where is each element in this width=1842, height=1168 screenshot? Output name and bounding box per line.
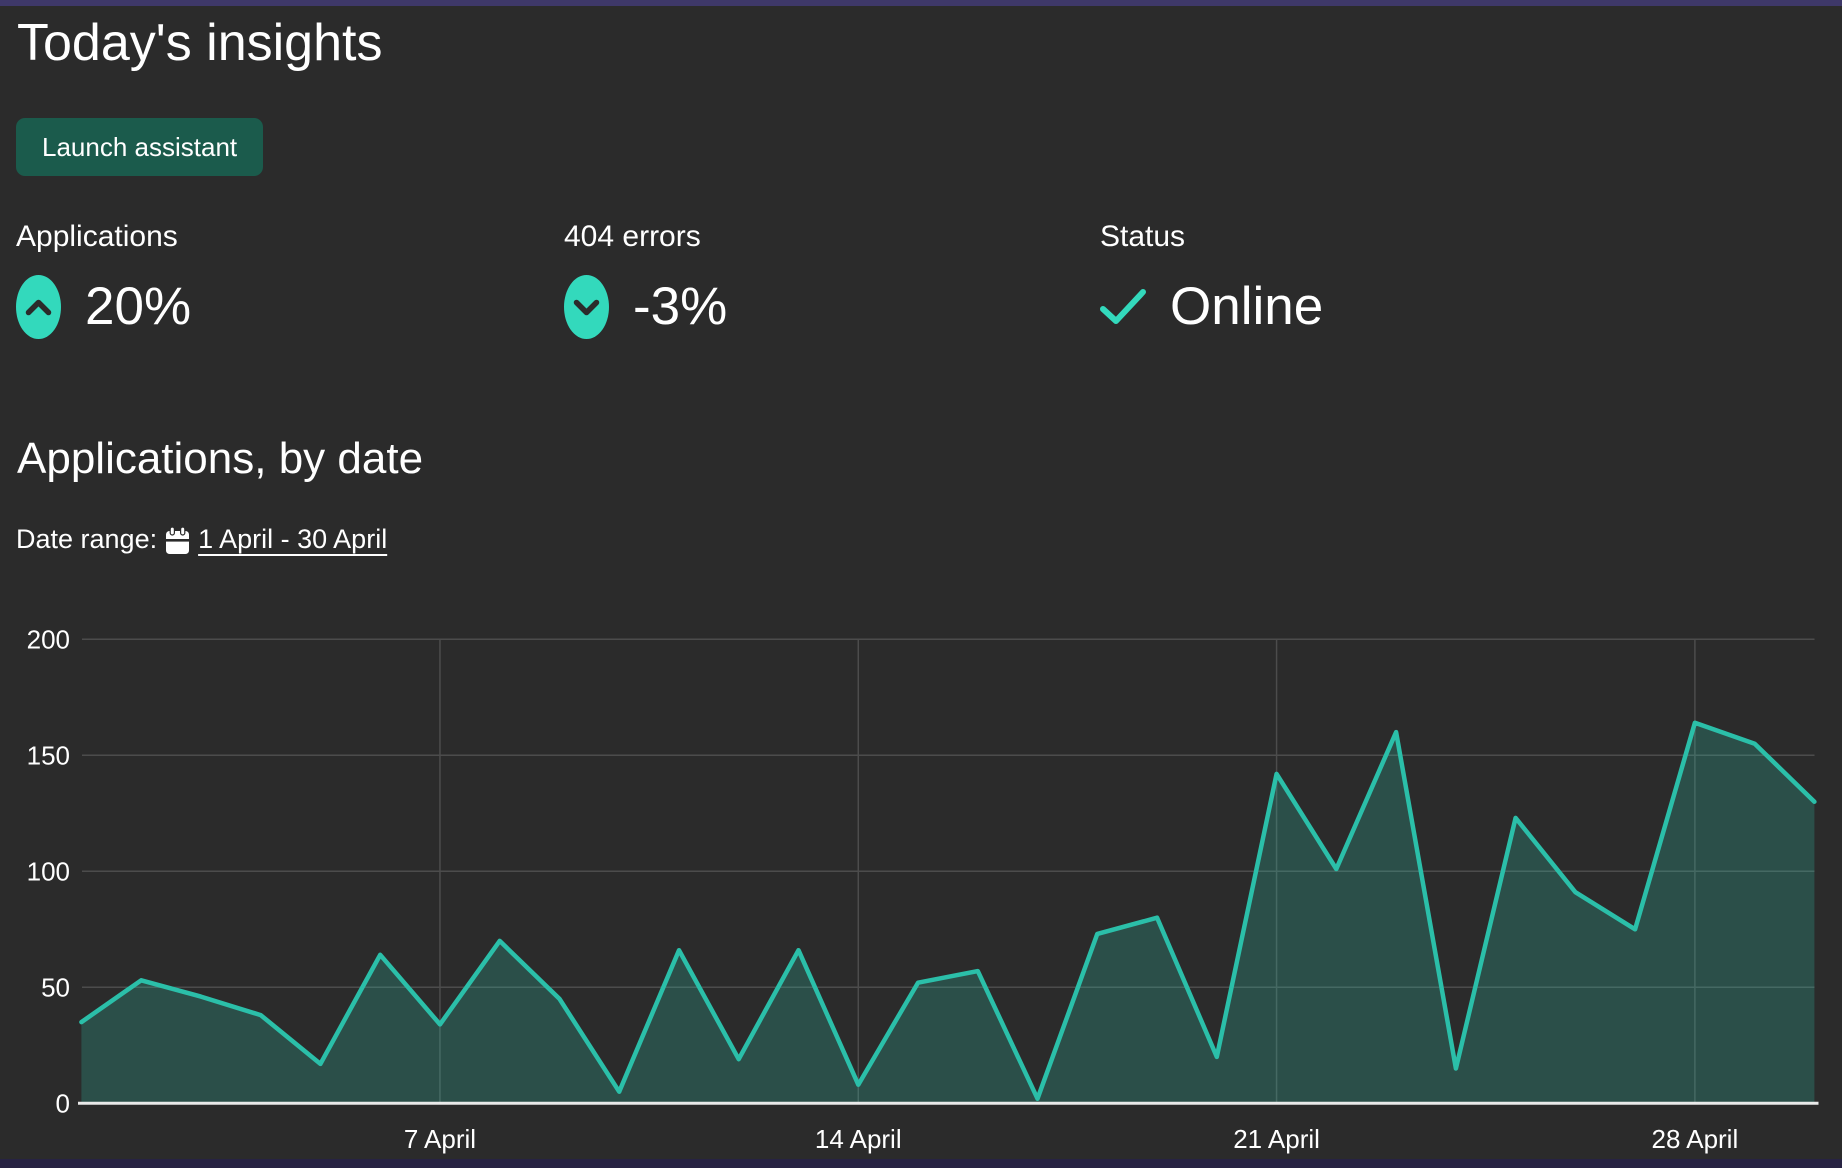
stat-value: 20% [85, 277, 192, 336]
y-tick-label: 50 [41, 972, 70, 1002]
chevron-down-icon [564, 275, 609, 339]
stat-label: 404 errors [564, 220, 701, 253]
x-tick-label: 21 April [1233, 1124, 1320, 1154]
y-tick-label: 200 [27, 624, 70, 654]
date-range-control: Date range: 1 April - 30 April [16, 524, 387, 555]
chevron-up-icon [16, 275, 61, 339]
series-line [79, 720, 1817, 1101]
launch-assistant-button[interactable]: Launch assistant [16, 118, 264, 176]
stat-card-404-errors: 404 errors -3% [564, 220, 727, 340]
stat-card-applications: Applications 20% [16, 220, 191, 340]
x-tick-label: 7 April [404, 1124, 476, 1154]
stat-value: -3% [633, 277, 728, 336]
y-tick-label: 0 [56, 1088, 70, 1118]
y-tick-label: 150 [27, 740, 70, 770]
stat-row: -3% [564, 274, 727, 340]
chart-section-title: Applications, by date [17, 434, 424, 483]
check-icon [1100, 275, 1146, 339]
page-title: Today's insights [17, 14, 383, 72]
stat-row: Online [1100, 274, 1323, 340]
window-bottom-bar [0, 1159, 1842, 1168]
stat-label: Status [1100, 220, 1186, 253]
date-range-link[interactable]: 1 April - 30 April [198, 524, 388, 554]
window-accent-bar [0, 0, 1842, 6]
stat-card-status: Status Online [1100, 220, 1323, 340]
date-range-label: Date range: [16, 524, 158, 554]
x-tick-label: 28 April [1652, 1124, 1739, 1154]
stat-row: 20% [16, 274, 191, 340]
applications-area-chart: 0 50 100 150 200 7 April 14 April 21 April 28 Ap… [27, 624, 1819, 1154]
y-tick-label: 100 [27, 856, 70, 886]
x-tick-label: 14 April [815, 1124, 902, 1154]
stat-label: Applications [16, 220, 178, 253]
calendar-icon[interactable] [166, 526, 190, 554]
stat-value: Online [1170, 277, 1324, 336]
series-area [81, 722, 1815, 1104]
